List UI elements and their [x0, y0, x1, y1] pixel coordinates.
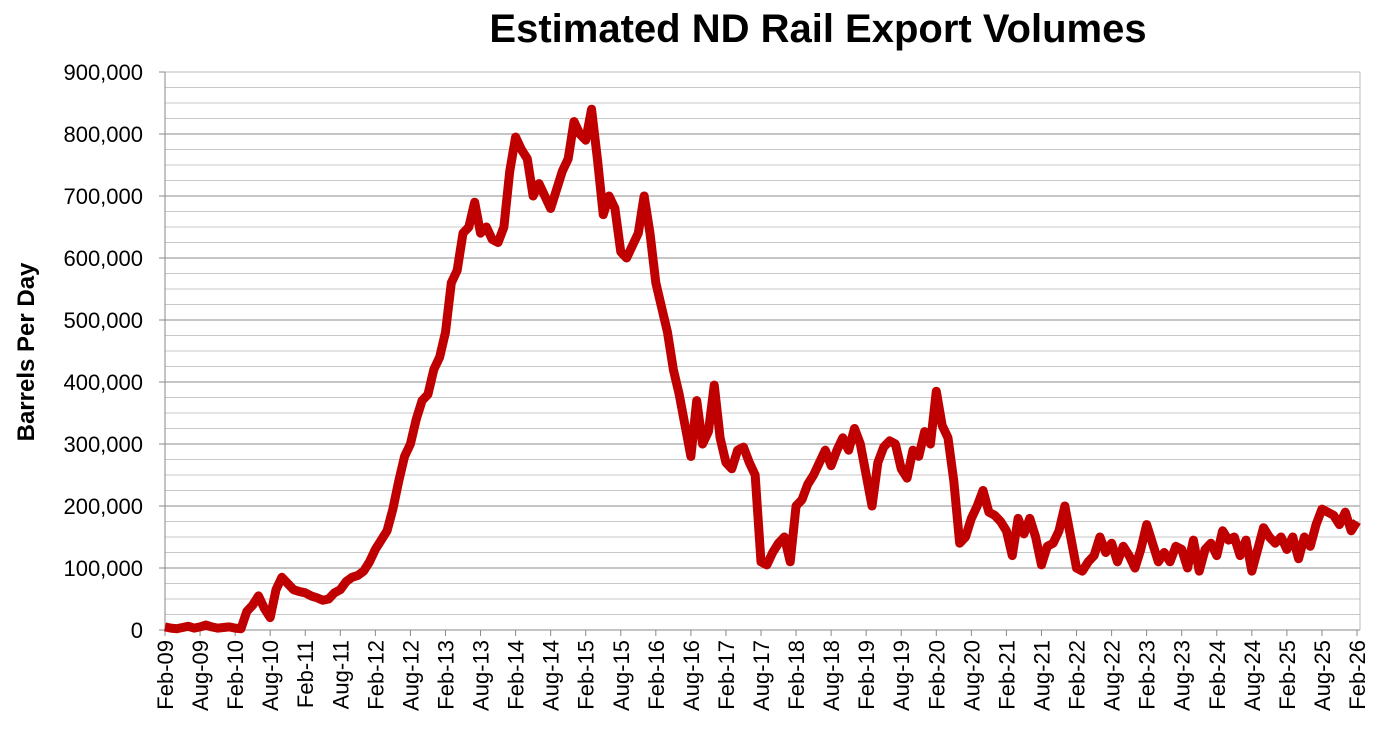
- y-tick-label: 100,000: [63, 556, 143, 581]
- x-tick-label: Feb-09: [153, 640, 178, 710]
- y-tick-label: 500,000: [63, 308, 143, 333]
- x-tick-label: Feb-18: [784, 640, 809, 710]
- x-tick-label: Feb-25: [1275, 640, 1300, 710]
- y-axis-label: Barrels Per Day: [13, 262, 40, 441]
- data-line: [164, 104, 1361, 634]
- x-tick-label: Aug-21: [1029, 640, 1054, 711]
- x-tick-label: Aug-20: [959, 640, 984, 711]
- x-tick-label: Aug-18: [819, 640, 844, 711]
- x-tick-label: Aug-11: [328, 640, 353, 709]
- x-tick-label: Aug-19: [889, 640, 914, 711]
- x-tick-label: Feb-23: [1135, 640, 1160, 710]
- chart-title: Estimated ND Rail Export Volumes: [489, 7, 1146, 51]
- x-tick-label: Feb-26: [1345, 640, 1370, 710]
- x-tick-label: Feb-19: [854, 640, 879, 710]
- y-tick-label: 300,000: [63, 432, 143, 457]
- x-tick-label: Feb-20: [924, 640, 949, 710]
- x-tick-label: Feb-15: [574, 640, 599, 710]
- x-tick-label: Feb-13: [433, 640, 458, 710]
- y-tick-label: 200,000: [63, 494, 143, 519]
- x-tick-label: Feb-22: [1065, 640, 1090, 710]
- y-tick-label: 900,000: [63, 60, 143, 85]
- x-tick-label: Feb-10: [223, 640, 248, 710]
- x-tick-label: Aug-09: [188, 640, 213, 711]
- x-tick-label: Aug-12: [398, 640, 423, 711]
- y-tick-label: 400,000: [63, 370, 143, 395]
- y-tick-label: 600,000: [63, 246, 143, 271]
- x-tick-label: Aug-23: [1170, 640, 1195, 711]
- x-tick-label: Aug-22: [1100, 640, 1125, 711]
- y-tick-label: 0: [131, 618, 143, 643]
- x-tick-label: Feb-16: [644, 640, 669, 710]
- x-tick-label: Feb-24: [1205, 640, 1230, 710]
- x-tick-label: Aug-17: [749, 640, 774, 711]
- x-tick-label: Feb-12: [363, 640, 388, 710]
- x-tick-label: Aug-13: [469, 640, 494, 711]
- x-tick-label: Aug-16: [679, 640, 704, 711]
- x-tick-label: Aug-24: [1240, 640, 1265, 711]
- x-tick-label: Aug-25: [1310, 640, 1335, 711]
- x-tick-label: Feb-17: [714, 640, 739, 710]
- x-tick-label: Feb-14: [504, 640, 529, 710]
- x-tick-label: Aug-15: [609, 640, 634, 711]
- x-tick-label: Feb-21: [994, 640, 1019, 710]
- x-tick-label: Feb-11: [293, 640, 318, 708]
- y-tick-label: 800,000: [63, 122, 143, 147]
- x-tick-label: Aug-10: [258, 640, 283, 711]
- y-tick-label: 700,000: [63, 184, 143, 209]
- x-tick-label: Aug-14: [539, 640, 564, 711]
